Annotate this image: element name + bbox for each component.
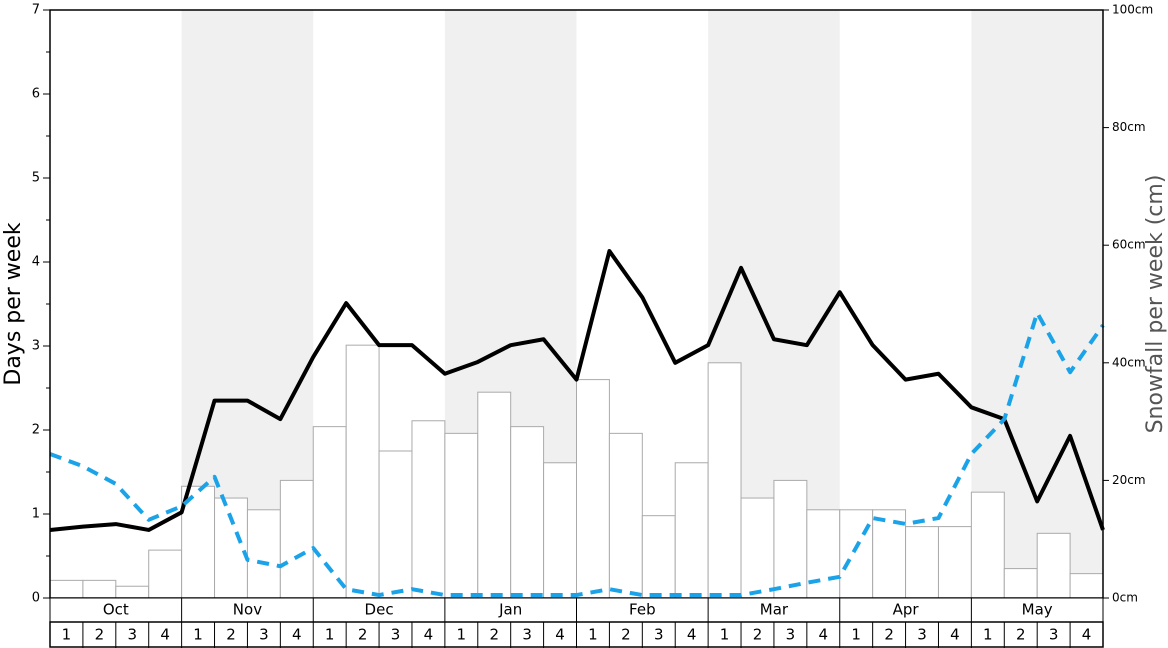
week-label: 4 — [819, 626, 829, 644]
month-label: Nov — [233, 601, 262, 619]
bar — [740, 497, 775, 599]
bar — [674, 462, 709, 599]
bar — [970, 491, 1005, 599]
bar — [115, 585, 150, 599]
week-label: 1 — [851, 626, 861, 644]
y2-tick-label: 80cm — [1112, 120, 1146, 134]
line-series — [49, 310, 1105, 598]
week-label: 3 — [127, 626, 137, 644]
bar — [608, 432, 643, 599]
week-label: 1 — [457, 626, 467, 644]
bar — [345, 344, 380, 599]
week-label: 2 — [489, 626, 499, 644]
week-label: 1 — [62, 626, 72, 644]
week-label: 4 — [160, 626, 170, 644]
bar — [510, 426, 545, 599]
bar — [905, 526, 939, 599]
bar — [1003, 568, 1038, 599]
week-label: 1 — [325, 626, 335, 644]
week-label: 2 — [226, 626, 236, 644]
month-label: Mar — [760, 601, 789, 619]
y-tick-label: 6 — [32, 87, 40, 102]
y-tick-label: 1 — [32, 507, 40, 522]
month-label: Jan — [498, 601, 522, 619]
month-label: Oct — [103, 601, 129, 619]
bar — [937, 526, 972, 599]
week-label: 2 — [753, 626, 763, 644]
bar — [279, 479, 314, 599]
month-label: Feb — [629, 601, 656, 619]
y-axis-label: Days per week — [1, 222, 26, 385]
week-label: 4 — [687, 626, 697, 644]
y2-axis-label: Snowfall per week (cm) — [1143, 175, 1168, 434]
bar — [49, 579, 84, 599]
bar — [543, 462, 577, 599]
y2-tick-label: 60cm — [1112, 238, 1146, 252]
bar — [1036, 532, 1071, 599]
bar — [707, 362, 742, 599]
bar — [181, 485, 216, 599]
bar — [641, 515, 676, 599]
bar — [773, 479, 808, 599]
week-label: 2 — [1016, 626, 1026, 644]
week-label: 3 — [391, 626, 401, 644]
bar — [477, 391, 512, 599]
bar — [839, 509, 874, 599]
y-tick-label: 4 — [32, 255, 40, 270]
week-label: 2 — [95, 626, 105, 644]
y2-tick-label: 20cm — [1112, 473, 1146, 487]
week-label: 1 — [193, 626, 203, 644]
month-label: Dec — [365, 601, 394, 619]
bar — [444, 432, 479, 599]
month-label: Apr — [893, 601, 920, 619]
week-label: 3 — [259, 626, 269, 644]
y2-tick-label: 100cm — [1112, 3, 1153, 17]
week-label: 3 — [654, 626, 664, 644]
week-label: 3 — [917, 626, 927, 644]
bar — [411, 420, 446, 599]
bar — [148, 549, 183, 599]
bar — [576, 379, 610, 599]
week-label: 2 — [358, 626, 368, 644]
y-tick-label: 2 — [32, 423, 40, 438]
week-label: 4 — [292, 626, 302, 644]
y-tick-label: 0 — [32, 591, 40, 606]
week-label: 4 — [555, 626, 565, 644]
week-label: 3 — [786, 626, 796, 644]
bar — [82, 579, 117, 599]
week-label: 4 — [950, 626, 960, 644]
bar — [312, 426, 347, 599]
week-label: 2 — [621, 626, 631, 644]
y-tick-label: 7 — [32, 3, 40, 18]
y2-tick-label: 0cm — [1112, 591, 1138, 605]
week-label: 4 — [1082, 626, 1092, 644]
week-label: 3 — [522, 626, 532, 644]
week-label: 2 — [884, 626, 894, 644]
y2-tick-label: 40cm — [1112, 355, 1146, 369]
y-tick-label: 3 — [32, 339, 40, 354]
bar — [246, 509, 281, 599]
month-label: May — [1022, 601, 1053, 619]
line-series — [49, 249, 1105, 532]
y-tick-label: 5 — [32, 171, 40, 186]
bar — [806, 509, 841, 599]
bar — [1069, 573, 1104, 599]
bar — [378, 450, 413, 599]
week-label: 4 — [424, 626, 434, 644]
week-label: 3 — [1049, 626, 1059, 644]
week-label: 1 — [983, 626, 993, 644]
week-label: 1 — [720, 626, 730, 644]
week-label: 1 — [588, 626, 598, 644]
